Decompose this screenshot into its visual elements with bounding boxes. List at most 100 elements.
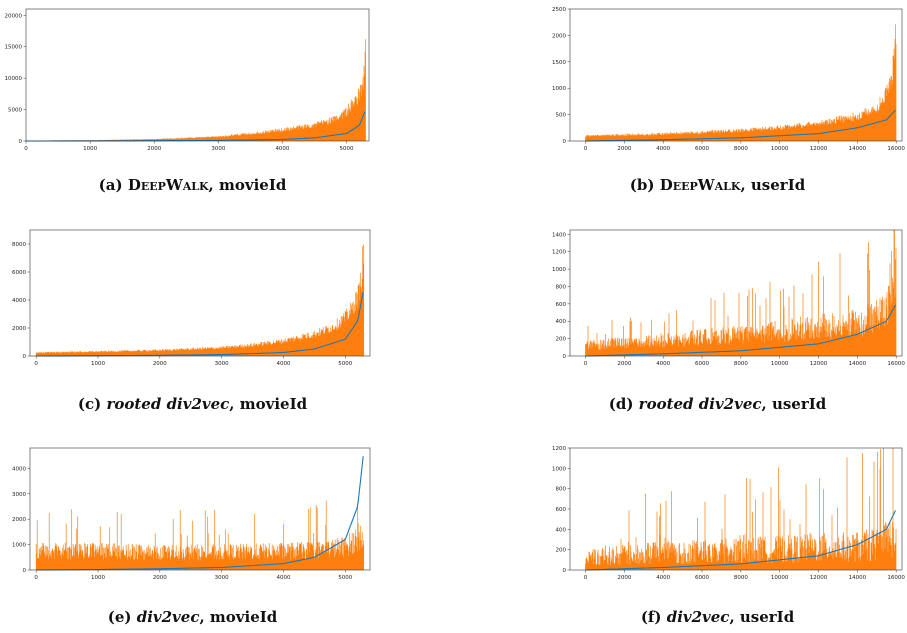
caption-e-suffix: , movieId <box>199 608 278 626</box>
caption-a-method: DeepWalk <box>127 176 209 194</box>
y-tick-label-e-1: 1000 <box>12 543 26 549</box>
bars-path-e <box>35 500 365 570</box>
bars-path-f <box>585 448 897 570</box>
caption-e-label: (e) <box>107 608 132 626</box>
x-tick-label-a-2: 2000 <box>147 146 161 152</box>
bars-series-d <box>585 230 897 356</box>
x-tick-label-b-8: 16000 <box>887 146 905 152</box>
caption-f: (f) div2vec, userId <box>530 608 905 626</box>
chart-panel-f: 0 2000 4000 6000 8000 10000 12000 14000 16000 0 20… <box>530 433 907 633</box>
line-series-e <box>36 456 364 571</box>
caption-d-suffix: , userId <box>761 395 827 413</box>
axes-frame-e <box>29 447 371 571</box>
y-tick-label-b-1: 500 <box>556 113 567 119</box>
y-tick-label-d-6: 1200 <box>552 250 566 256</box>
y-tick-label-b-4: 2000 <box>552 33 566 39</box>
chart-panel-b: 0 2000 4000 6000 8000 10000 12000 14000 16000 0 50… <box>530 0 907 210</box>
x-tick-label-f-2: 4000 <box>656 575 670 581</box>
y-tick-label-c-4: 8000 <box>12 242 26 248</box>
axes-frame-a <box>25 8 370 142</box>
x-tick-label-c-1: 1000 <box>91 361 105 367</box>
x-tick-label-a-5: 5000 <box>340 146 354 152</box>
bars-series-f <box>585 448 897 570</box>
y-tick-label-e-2: 2000 <box>12 517 26 523</box>
y-tick-label-b-5: 2500 <box>552 7 566 13</box>
x-tick-label-f-8: 16000 <box>887 575 905 581</box>
y-tick-label-a-3: 15000 <box>5 45 23 51</box>
x-tick-label-f-0: 0 <box>584 575 588 581</box>
y-tick-label-d-7: 1400 <box>552 232 566 238</box>
x-tick-label-e-3: 3000 <box>215 575 229 581</box>
caption-b: (b) DeepWalk, userId <box>530 176 905 194</box>
caption-f-method: div2vec <box>666 608 730 626</box>
caption-c-suffix: , movieId <box>229 395 308 413</box>
x-tick-label-d-4: 8000 <box>734 361 748 367</box>
y-tick-label-a-4: 20000 <box>5 13 23 19</box>
y-tick-label-d-5: 1000 <box>552 267 566 273</box>
x-tick-label-a-3: 3000 <box>211 146 225 152</box>
x-tick-label-c-0: 0 <box>34 361 38 367</box>
chart-f: 0 2000 4000 6000 8000 10000 12000 14000 16000 0 20… <box>552 446 905 581</box>
line-series-b <box>585 109 896 142</box>
y-tick-label-e-0: 0 <box>23 568 27 574</box>
x-tick-label-f-4: 8000 <box>734 575 748 581</box>
chart-panel-e: 0 1000 2000 3000 4000 5000 0 1000 2000 3000 4000 (… <box>0 433 380 633</box>
chart-c: 0 1000 2000 3000 4000 5000 0 2000 4000 6000 8000 <box>12 229 371 367</box>
bars-series-b <box>585 24 897 141</box>
y-tick-label-e-4: 4000 <box>12 466 26 472</box>
caption-f-suffix: , userId <box>729 608 795 626</box>
caption-d-label: (d) <box>608 395 634 413</box>
y-tick-label-f-6: 1200 <box>552 446 566 452</box>
y-tick-label-c-2: 4000 <box>12 298 26 304</box>
y-tick-label-c-1: 2000 <box>12 326 26 332</box>
x-tick-label-e-4: 4000 <box>276 575 290 581</box>
line-series-d <box>585 304 896 357</box>
line-series-f <box>585 510 896 571</box>
y-tick-label-d-0: 0 <box>563 354 567 360</box>
caption-b-method: DeepWalk <box>659 176 741 194</box>
x-tick-label-e-5: 5000 <box>338 575 352 581</box>
x-tick-label-f-6: 12000 <box>810 575 828 581</box>
y-tick-label-e-3: 3000 <box>12 492 26 498</box>
chart-d: 0 2000 4000 6000 8000 10000 12000 14000 16000 0 20… <box>552 229 905 367</box>
y-tick-label-f-1: 200 <box>556 548 567 554</box>
axes-frame-d <box>569 229 903 357</box>
caption-b-label: (b) <box>629 176 655 194</box>
chart-a: 0 1000 2000 3000 4000 5000 0 5000 10000 15000 2000… <box>5 8 370 152</box>
caption-d-method: rooted div2vec <box>638 395 762 413</box>
y-tick-label-a-0: 0 <box>19 139 23 145</box>
caption-a-suffix: , movieId <box>208 176 287 194</box>
x-tick-label-a-0: 0 <box>24 146 28 152</box>
x-tick-label-b-5: 10000 <box>771 146 789 152</box>
y-tick-label-a-2: 10000 <box>5 76 23 82</box>
y-tick-label-c-3: 6000 <box>12 270 26 276</box>
x-tick-label-c-3: 3000 <box>215 361 229 367</box>
bars-path-b <box>585 24 897 141</box>
y-tick-label-f-4: 800 <box>556 487 567 493</box>
x-tick-label-d-6: 12000 <box>810 361 828 367</box>
x-tick-label-d-2: 4000 <box>656 361 670 367</box>
x-tick-label-b-2: 4000 <box>656 146 670 152</box>
caption-a: (a) DeepWalk, movieId <box>0 176 385 194</box>
chart-panel-d: 0 2000 4000 6000 8000 10000 12000 14000 16000 0 20… <box>530 215 907 425</box>
y-tick-label-b-0: 0 <box>563 139 567 145</box>
x-tick-label-c-5: 5000 <box>338 361 352 367</box>
x-tick-label-d-3: 6000 <box>695 361 709 367</box>
axes-frame-b <box>569 8 903 142</box>
x-tick-label-c-4: 4000 <box>276 361 290 367</box>
caption-a-label: (a) <box>98 176 123 194</box>
x-tick-label-b-7: 14000 <box>849 146 867 152</box>
y-tick-label-f-3: 600 <box>556 507 567 513</box>
axes-frame-c <box>29 229 371 357</box>
caption-c: (c) rooted div2vec, movieId <box>0 395 385 413</box>
caption-c-label: (c) <box>77 395 102 413</box>
chart-panel-a: 0 1000 2000 3000 4000 5000 0 5000 10000 15000 2000… <box>0 0 380 210</box>
bars-series-c <box>35 244 365 356</box>
bars-path-a <box>25 39 366 141</box>
y-tick-label-c-0: 0 <box>23 354 27 360</box>
y-tick-label-b-3: 1500 <box>552 60 566 66</box>
chart-b: 0 2000 4000 6000 8000 10000 12000 14000 16000 0 50… <box>552 7 905 152</box>
caption-e-method: div2vec <box>136 608 200 626</box>
bars-path-d <box>585 230 897 356</box>
x-tick-label-d-7: 14000 <box>849 361 867 367</box>
